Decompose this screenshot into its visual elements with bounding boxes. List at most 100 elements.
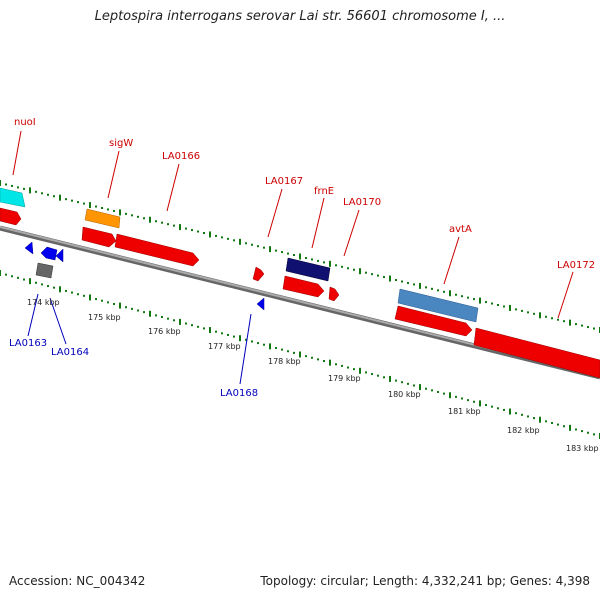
label-LA0164[interactable]: LA0164 <box>51 347 89 358</box>
minor-tick <box>77 293 79 296</box>
label-LA0163[interactable]: LA0163 <box>9 338 47 349</box>
major-tick <box>269 246 271 253</box>
minor-tick <box>317 259 319 262</box>
minor-tick <box>545 315 547 318</box>
major-tick <box>389 375 391 382</box>
major-tick <box>239 238 241 245</box>
leader-LA0164 <box>49 297 67 345</box>
minor-tick <box>191 324 193 327</box>
minor-tick <box>443 290 445 293</box>
minor-tick <box>143 217 145 220</box>
minor-tick <box>563 320 565 323</box>
gene-sigW-feature[interactable] <box>84 208 121 229</box>
label-LA0168[interactable]: LA0168 <box>220 388 258 399</box>
label-nuoI[interactable]: nuoI <box>14 117 36 128</box>
minor-tick <box>65 198 67 201</box>
minor-tick <box>305 355 307 358</box>
minor-tick <box>413 283 415 286</box>
gene-grey-feature[interactable] <box>35 262 54 279</box>
gene-arrow-LA0164b[interactable] <box>55 248 64 263</box>
label-LA0172[interactable]: LA0172 <box>557 260 595 271</box>
minor-tick <box>17 276 19 279</box>
minor-tick <box>491 405 493 408</box>
gene-arrow-nuoI[interactable] <box>0 207 22 226</box>
minor-tick <box>437 289 439 292</box>
minor-tick <box>551 421 553 424</box>
gene-arrow-LA0172[interactable] <box>473 327 600 379</box>
minor-tick <box>515 308 517 311</box>
minor-tick <box>353 368 355 371</box>
minor-tick <box>245 242 247 245</box>
scale-label: 181 kbp <box>448 407 481 416</box>
minor-tick <box>443 392 445 395</box>
lower-tick-track <box>0 270 600 439</box>
minor-tick <box>305 256 307 259</box>
minor-tick <box>191 229 193 232</box>
minor-tick <box>575 323 577 326</box>
minor-tick <box>47 285 49 288</box>
scale-label: 176 kbp <box>148 327 181 336</box>
minor-tick <box>203 231 205 234</box>
gene-arrow-LA0166[interactable] <box>114 233 200 267</box>
label-LA0170[interactable]: LA0170 <box>343 197 381 208</box>
minor-tick <box>515 412 517 415</box>
major-tick <box>419 282 421 289</box>
minor-tick <box>563 425 565 428</box>
gene-arrow-LA0164a[interactable] <box>40 246 58 261</box>
gene-arrow-LA0168[interactable] <box>256 297 265 311</box>
minor-tick <box>293 351 295 354</box>
minor-tick <box>551 317 553 320</box>
major-tick <box>269 343 271 350</box>
minor-tick <box>71 199 73 202</box>
label-sigW[interactable]: sigW <box>109 138 133 149</box>
gene-avtA-feature[interactable] <box>397 288 479 323</box>
label-LA0167[interactable]: LA0167 <box>265 176 303 187</box>
gene-nuoI[interactable] <box>0 187 26 208</box>
minor-tick <box>101 299 103 302</box>
major-tick <box>89 202 91 209</box>
minor-tick <box>71 291 73 294</box>
major-tick <box>29 187 31 194</box>
minor-tick <box>581 324 583 327</box>
label-LA0166[interactable]: LA0166 <box>162 151 200 162</box>
major-tick <box>239 335 241 342</box>
upper-tick-track <box>0 180 600 333</box>
minor-tick <box>203 327 205 330</box>
minor-tick <box>431 389 433 392</box>
gene-arrow-frnE[interactable] <box>282 275 325 298</box>
minor-tick <box>143 311 145 314</box>
gene-arrow-LA0170[interactable] <box>328 286 340 302</box>
minor-tick <box>245 338 247 341</box>
major-tick <box>299 253 301 260</box>
label-frnE[interactable]: frnE <box>314 186 334 197</box>
minor-tick <box>41 283 43 286</box>
minor-tick <box>473 298 475 301</box>
minor-tick <box>521 309 523 312</box>
major-tick <box>479 297 481 304</box>
scale-label: 180 kbp <box>388 390 421 399</box>
minor-tick <box>533 417 535 420</box>
minor-tick <box>221 236 223 239</box>
minor-tick <box>101 206 103 209</box>
minor-tick <box>23 187 25 190</box>
gene-arrow-avtA[interactable] <box>394 305 473 337</box>
minor-tick <box>257 245 259 248</box>
minor-tick <box>407 281 409 284</box>
gene-frnE-feature[interactable] <box>285 257 331 282</box>
scale-label: 182 kbp <box>507 426 540 435</box>
minor-tick <box>83 202 85 205</box>
gene-arrow-LA0163a[interactable] <box>24 241 34 255</box>
major-tick <box>209 231 211 238</box>
minor-tick <box>545 420 547 423</box>
major-tick <box>329 359 331 366</box>
leader-LA0167 <box>267 188 283 238</box>
minor-tick <box>347 366 349 369</box>
major-tick <box>539 312 541 319</box>
major-tick <box>179 318 181 325</box>
gene-arrow-LA0167[interactable] <box>252 266 265 282</box>
minor-tick <box>377 274 379 277</box>
label-avtA[interactable]: avtA <box>449 224 472 235</box>
gene-arrow-sigW[interactable] <box>81 226 117 248</box>
major-tick <box>539 416 541 423</box>
